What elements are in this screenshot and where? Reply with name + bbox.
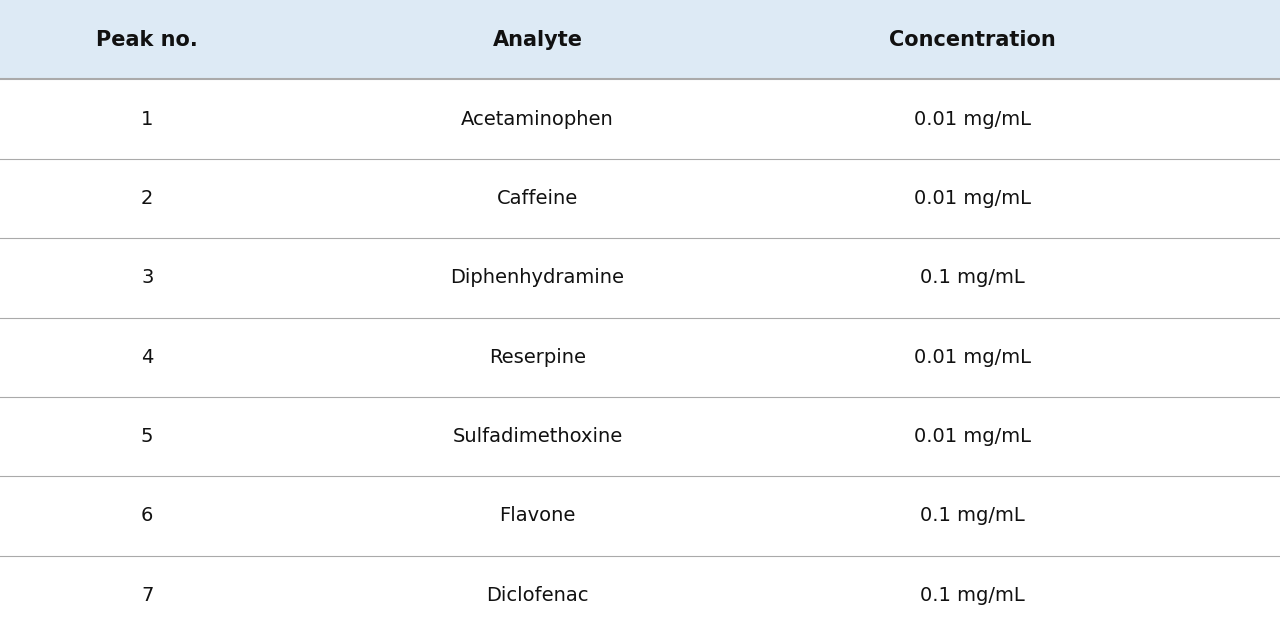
Text: 1: 1	[141, 110, 154, 128]
Bar	[0, 0, 1280, 79]
Text: Caffeine: Caffeine	[497, 189, 579, 208]
Text: Sulfadimethoxine: Sulfadimethoxine	[452, 427, 623, 446]
Text: 2: 2	[141, 189, 154, 208]
Text: Diclofenac: Diclofenac	[486, 586, 589, 605]
Text: Acetaminophen: Acetaminophen	[461, 110, 614, 128]
Text: Peak no.: Peak no.	[96, 30, 198, 50]
Text: 5: 5	[141, 427, 154, 446]
Text: Reserpine: Reserpine	[489, 348, 586, 366]
Text: 7: 7	[141, 586, 154, 605]
Text: 0.01 mg/mL: 0.01 mg/mL	[914, 110, 1032, 128]
Text: 0.1 mg/mL: 0.1 mg/mL	[920, 586, 1025, 605]
Text: Concentration: Concentration	[890, 30, 1056, 50]
Text: Diphenhydramine: Diphenhydramine	[451, 269, 625, 287]
Text: 0.01 mg/mL: 0.01 mg/mL	[914, 427, 1032, 446]
Text: 4: 4	[141, 348, 154, 366]
Text: 0.1 mg/mL: 0.1 mg/mL	[920, 269, 1025, 287]
Text: 0.01 mg/mL: 0.01 mg/mL	[914, 189, 1032, 208]
Text: Flavone: Flavone	[499, 507, 576, 525]
Text: 0.01 mg/mL: 0.01 mg/mL	[914, 348, 1032, 366]
Text: 3: 3	[141, 269, 154, 287]
Text: Analyte: Analyte	[493, 30, 582, 50]
Text: 0.1 mg/mL: 0.1 mg/mL	[920, 507, 1025, 525]
Bar	[0, 79, 1280, 635]
Text: 6: 6	[141, 507, 154, 525]
